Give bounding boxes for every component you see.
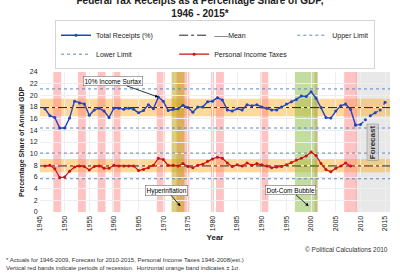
svg-text:12: 12: [30, 138, 38, 145]
svg-text:1945: 1945: [36, 216, 43, 232]
svg-text:Personal Income Taxes: Personal Income Taxes: [214, 51, 287, 58]
svg-text:10: 10: [30, 150, 38, 157]
svg-text:2005: 2005: [332, 216, 339, 232]
svg-text:1955: 1955: [86, 216, 93, 232]
svg-text:2010: 2010: [357, 216, 364, 232]
svg-text:——Mean: ——Mean: [214, 32, 246, 39]
svg-text:2: 2: [34, 197, 38, 204]
svg-text:20: 20: [30, 92, 38, 99]
svg-text:14: 14: [30, 127, 38, 134]
svg-text:10% Income Surtax: 10% Income Surtax: [85, 78, 142, 85]
svg-text:Hyperinflation: Hyperinflation: [147, 187, 187, 195]
svg-text:1990: 1990: [258, 216, 265, 232]
svg-text:1970: 1970: [160, 216, 167, 232]
svg-text:2000: 2000: [307, 216, 314, 232]
svg-text:4: 4: [34, 185, 38, 192]
svg-text:Forecast: Forecast: [368, 126, 377, 160]
svg-text:1960: 1960: [110, 216, 117, 232]
svg-text:Dot-Com Bubble: Dot-Com Bubble: [267, 187, 315, 194]
svg-text:1995: 1995: [283, 216, 290, 232]
svg-text:© Political Calculations 2010: © Political Calculations 2010: [305, 246, 388, 253]
svg-text:18: 18: [30, 103, 38, 110]
svg-text:0: 0: [34, 208, 38, 215]
svg-text:8: 8: [34, 162, 38, 169]
svg-text:2015: 2015: [381, 216, 388, 232]
svg-text:1980: 1980: [209, 216, 216, 232]
svg-text:1975: 1975: [184, 216, 191, 232]
svg-text:Federal Tax Receipts as a Perc: Federal Tax Receipts as a Percentage Sha…: [77, 0, 324, 19]
svg-text:Upper Limit: Upper Limit: [332, 32, 368, 40]
svg-text:1965: 1965: [135, 216, 142, 232]
svg-text:1985: 1985: [233, 216, 240, 232]
svg-text:Lower Limit: Lower Limit: [96, 51, 132, 58]
svg-text:6: 6: [34, 173, 38, 180]
svg-text:1950: 1950: [61, 216, 68, 232]
svg-text:16: 16: [30, 115, 38, 122]
svg-text:Year: Year: [207, 233, 224, 242]
svg-text:24: 24: [30, 68, 38, 75]
svg-text:22: 22: [30, 80, 38, 87]
svg-text:* Actuals for 1946-2009, Forec: * Actuals for 1946-2009, Forecast for 20…: [6, 257, 244, 271]
svg-text:Percentage Share of Annual GDP: Percentage Share of Annual GDP: [18, 87, 26, 198]
svg-text:Total Receipts (%): Total Receipts (%): [96, 32, 153, 40]
